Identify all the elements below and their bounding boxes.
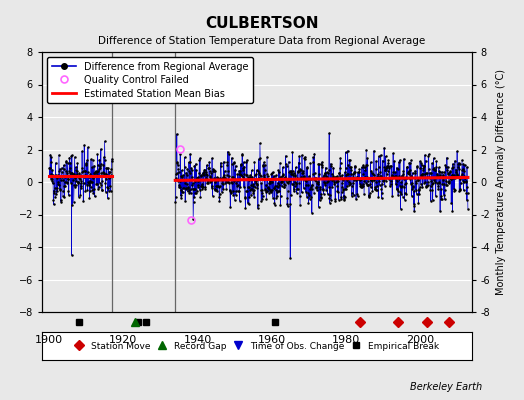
- Text: 1940: 1940: [183, 335, 212, 345]
- Text: Berkeley Earth: Berkeley Earth: [410, 382, 482, 392]
- Legend: Difference from Regional Average, Quality Control Failed, Estimated Station Mean: Difference from Regional Average, Qualit…: [47, 57, 253, 103]
- Text: 1980: 1980: [332, 335, 360, 345]
- Legend: Station Move, Record Gap, Time of Obs. Change, Empirical Break: Station Move, Record Gap, Time of Obs. C…: [72, 339, 442, 353]
- Text: 2000: 2000: [406, 335, 434, 345]
- Text: 1960: 1960: [257, 335, 286, 345]
- Text: CULBERTSON: CULBERTSON: [205, 16, 319, 31]
- Text: 1900: 1900: [35, 335, 63, 345]
- Y-axis label: Monthly Temperature Anomaly Difference (°C): Monthly Temperature Anomaly Difference (…: [496, 69, 506, 295]
- Text: 1920: 1920: [110, 335, 137, 345]
- Text: Difference of Station Temperature Data from Regional Average: Difference of Station Temperature Data f…: [99, 36, 425, 46]
